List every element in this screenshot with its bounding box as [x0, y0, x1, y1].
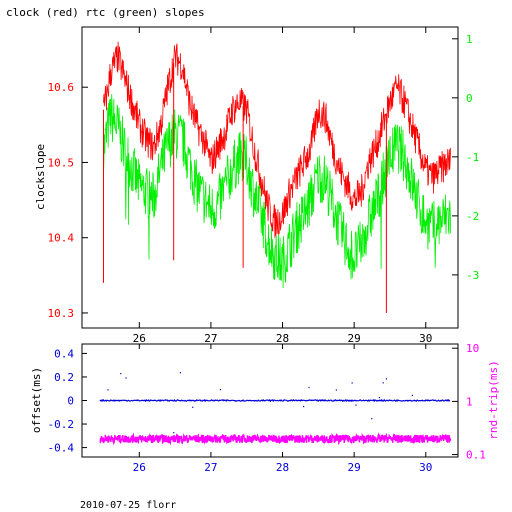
- offset-x-tick-label: 26: [133, 461, 146, 474]
- chart-title: clock (red) rtc (green) slopes: [6, 6, 205, 19]
- offset-outlier-point: [355, 404, 357, 406]
- offset-ylabel: offset(ms): [30, 367, 43, 433]
- rnd-trip-y-tick-label: 0.1: [466, 449, 486, 462]
- slopes-y2-tick-label: 0: [466, 92, 473, 105]
- slopes-x-tick-label: 26: [133, 332, 146, 345]
- slopes-x-tick-label: 29: [348, 332, 361, 345]
- slopes-x-tick-label: 27: [204, 332, 217, 345]
- offset-outlier-point: [125, 377, 127, 379]
- offset-outlier-point: [308, 386, 310, 389]
- offset-y-tick-label: 0: [67, 395, 74, 408]
- slopes-y-tick-label: 10.5: [48, 156, 75, 169]
- offset-panel: 26 27 28 29 30 0.4 0.2 0 -0.2 -0.4 10 1 0.1 offset(m…: [30, 342, 500, 474]
- slopes-y-tick-label: 10.6: [48, 81, 75, 94]
- slopes-axes-group: 26 27 28 29 30 10.3 10.4 10.5 10.6 -3 -2 -1 0 1: [48, 27, 479, 345]
- offset-outlier-point: [179, 372, 181, 374]
- offset-outlier-point: [385, 378, 388, 380]
- rnd-trip-line: [99, 432, 452, 446]
- slopes-y2-tick-label: -1: [466, 151, 479, 164]
- offset-outlier-point: [411, 394, 414, 397]
- offset-outlier-point: [219, 388, 222, 391]
- offset-outlier-point: [120, 373, 122, 375]
- offset-outlier-point: [107, 389, 109, 391]
- offset-outlier-point: [381, 399, 383, 401]
- offset-y-tick-label: 0.4: [54, 347, 74, 360]
- offset-axes-group: 26 27 28 29 30 0.4 0.2 0 -0.2 -0.4 10 1 0.1: [48, 342, 486, 474]
- slopes-ylabel: clockslope: [34, 144, 47, 210]
- slopes-y-tick-label: 10.3: [48, 307, 75, 320]
- rtc-slope-line: [103, 93, 452, 289]
- slopes-x-tick-label: 28: [276, 332, 289, 345]
- offset-x-tick-label: 27: [204, 461, 217, 474]
- offset-outlier-point: [192, 406, 194, 408]
- offset-y-tick-label: 0.2: [54, 371, 74, 384]
- offset-y-tick-label: -0.4: [48, 442, 75, 455]
- offset-outlier-point: [378, 396, 380, 399]
- offset-y-tick-label: -0.2: [48, 418, 75, 431]
- offset-series-group: [99, 372, 452, 446]
- slopes-series-group: [102, 41, 452, 313]
- offset-outlier-point: [371, 418, 373, 420]
- offset-outlier-point: [351, 382, 353, 384]
- offset-outlier-point: [382, 382, 384, 384]
- clock-slope-line: [103, 41, 452, 238]
- slopes-y-tick-label: 10.4: [48, 232, 75, 245]
- slopes-y2-tick-label: 1: [466, 33, 473, 46]
- slopes-y2-tick-label: -2: [466, 210, 479, 223]
- offset-outlier-point: [173, 432, 175, 434]
- footer-label: 2010-07-25 florr: [80, 500, 176, 511]
- rnd-trip-y-tick-label: 10: [466, 342, 479, 355]
- rnd-trip-ylabel: rnd-trip(ms): [487, 360, 500, 439]
- offset-x-tick-label: 29: [348, 461, 361, 474]
- offset-line: [99, 398, 451, 403]
- offset-outlier-point: [303, 405, 305, 408]
- offset-outlier-point: [335, 389, 337, 391]
- offset-x-tick-label: 30: [419, 461, 432, 474]
- offset-x-tick-label: 28: [276, 461, 289, 474]
- slopes-x-tick-label: 30: [419, 332, 432, 345]
- slopes-plot-frame: [81, 26, 459, 329]
- rnd-trip-y-tick-label: 1: [466, 395, 473, 408]
- slopes-panel: 26 27 28 29 30 10.3 10.4 10.5 10.6 -3 -2 -1 0 1 clock…: [34, 26, 479, 345]
- slopes-y2-tick-label: -3: [466, 269, 479, 282]
